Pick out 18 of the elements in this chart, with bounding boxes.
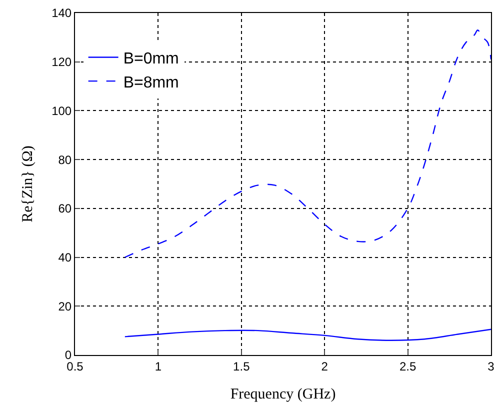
x-tick-label: 1 bbox=[154, 359, 162, 374]
x-tick-label: 2 bbox=[321, 359, 328, 374]
line-series bbox=[124, 30, 491, 258]
line-series bbox=[124, 328, 491, 341]
legend-label: B=8mm bbox=[123, 74, 179, 92]
y-tick-label: 40 bbox=[58, 250, 72, 264]
y-tick-label: 120 bbox=[52, 55, 72, 70]
x-tick-label: 1.5 bbox=[233, 359, 250, 374]
x-tick-label: 2.5 bbox=[399, 359, 416, 374]
y-tick-label: 60 bbox=[58, 202, 72, 216]
y-tick-label: 100 bbox=[52, 104, 72, 118]
y-tick-label: 140 bbox=[52, 6, 72, 20]
x-axis-title: Frequency (GHz) bbox=[230, 386, 336, 402]
y-axis-title: Re{Zin} (Ω) bbox=[20, 146, 36, 222]
y-tick-label: 20 bbox=[58, 299, 72, 314]
legend-label: B=0mm bbox=[123, 50, 179, 68]
x-tick-label: 3 bbox=[488, 359, 495, 374]
y-tick-label: 80 bbox=[58, 152, 72, 167]
